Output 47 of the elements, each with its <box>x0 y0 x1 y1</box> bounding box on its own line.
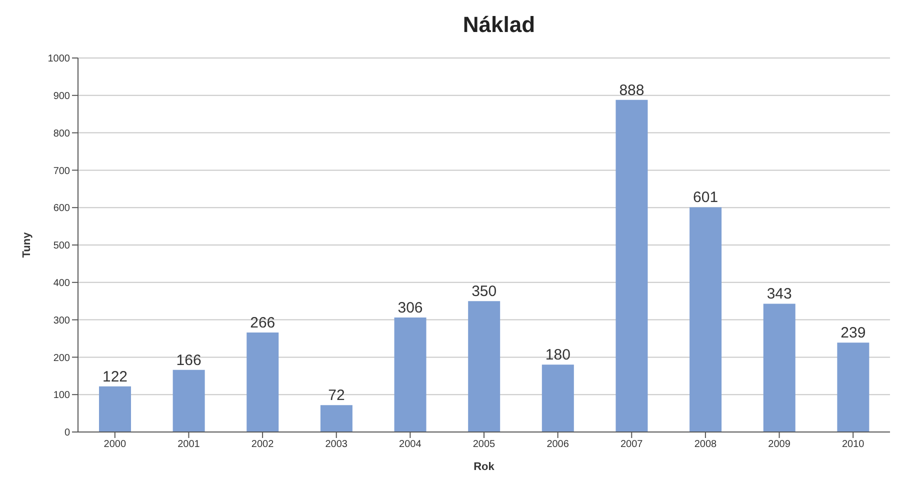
y-tick-label: 800 <box>53 128 70 140</box>
y-tick-label: 0 <box>64 428 70 439</box>
bar <box>690 207 722 432</box>
bar <box>542 364 574 432</box>
x-tick-label: 2008 <box>694 439 718 450</box>
data-label: 239 <box>840 324 866 342</box>
data-label: 166 <box>176 352 202 369</box>
y-tick-label: 700 <box>53 166 70 177</box>
y-tick-label: 200 <box>53 352 70 364</box>
x-axis-title: Rok <box>474 461 496 473</box>
y-tick-label: 600 <box>53 203 70 214</box>
data-label: 343 <box>766 286 792 303</box>
x-tick-label: 2004 <box>399 439 422 450</box>
bar <box>99 386 131 432</box>
y-tick-label: 500 <box>53 240 70 252</box>
bar <box>763 304 796 432</box>
x-tick-label: 2010 <box>842 439 865 450</box>
x-tick-label: 2000 <box>104 439 126 450</box>
x-tick-label: 2005 <box>472 439 496 450</box>
bar <box>246 332 279 432</box>
x-tick-label: 2009 <box>768 439 791 450</box>
data-label: 266 <box>250 314 276 332</box>
bar <box>468 301 500 432</box>
x-tick-label: 2003 <box>325 439 348 450</box>
y-axis-title: Tuny <box>20 231 33 258</box>
data-label: 122 <box>102 368 128 386</box>
bar <box>172 370 205 432</box>
data-label: 180 <box>545 346 570 364</box>
y-tick-label: 100 <box>53 390 70 402</box>
data-label: 72 <box>328 387 345 404</box>
data-label: 350 <box>472 283 497 300</box>
y-tick-label: 1000 <box>48 54 70 65</box>
y-tick-label: 900 <box>53 90 70 102</box>
bar <box>837 342 870 432</box>
data-label: 306 <box>398 300 423 317</box>
y-tick-label: 300 <box>53 315 70 326</box>
data-label: 601 <box>693 189 718 206</box>
y-tick-label: 400 <box>53 278 70 289</box>
x-tick-label: 2001 <box>178 439 200 450</box>
chart-title: Náklad <box>462 11 536 39</box>
x-tick-label: 2007 <box>620 439 644 450</box>
bar <box>394 318 426 432</box>
x-tick-label: 2002 <box>251 439 274 450</box>
x-tick-label: 2006 <box>546 439 570 450</box>
bar <box>320 405 352 432</box>
data-label: 888 <box>619 82 644 99</box>
bar <box>616 100 648 432</box>
